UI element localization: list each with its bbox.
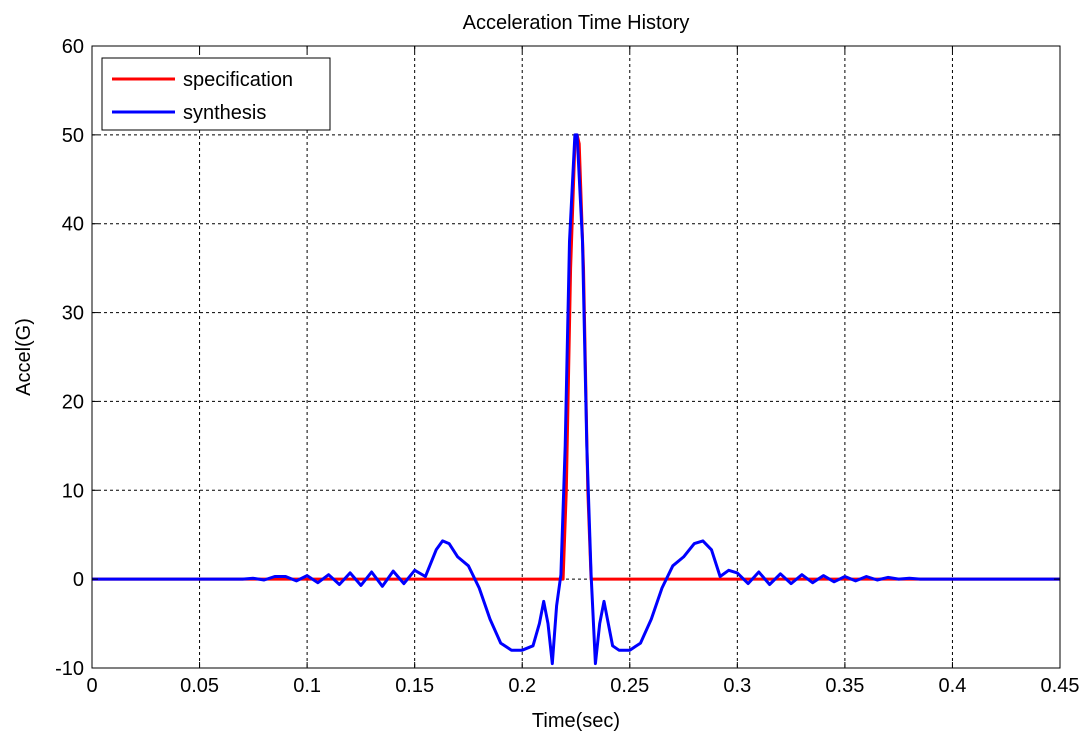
y-tick-label: 10	[62, 480, 84, 502]
plot-frame	[91, 45, 1061, 669]
y-tick-label: 60	[62, 36, 84, 58]
x-tick-label: 0.25	[610, 675, 649, 697]
y-tick-label: 50	[62, 125, 84, 147]
x-tick-label: 0.2	[508, 675, 536, 697]
y-tick-label: 0	[73, 569, 84, 591]
legend-box	[101, 57, 331, 131]
axis-ticks: 0 0.05 0.1 0.15 0.2 0.25 0.3 0.35 0.4 0.45-100102…	[55, 36, 1079, 697]
y-tick-label: 20	[62, 391, 84, 413]
x-tick-label: 0.4	[939, 675, 967, 697]
y-axis-label: Accel(G)	[13, 318, 35, 396]
legend-label-synthesis: synthesis	[183, 102, 266, 124]
series-line-synthesis	[92, 133, 1060, 666]
series-lines	[92, 133, 1060, 666]
x-tick-label: 0	[86, 675, 97, 697]
x-tick-label: 0.35	[825, 675, 864, 697]
x-tick-label: 0.3	[723, 675, 751, 697]
y-tick-label: 30	[62, 303, 84, 325]
x-tick-label: 0.15	[395, 675, 434, 697]
x-tick-label: 0.05	[180, 675, 219, 697]
x-axis-label: Time(sec)	[532, 710, 620, 732]
y-tick-label: 40	[62, 214, 84, 236]
chart-title: Acceleration Time History	[463, 12, 690, 34]
legend-label-specification: specification	[183, 69, 293, 91]
x-tick-label: 0.45	[1041, 675, 1080, 697]
legend: specification synthesis	[101, 57, 331, 131]
y-tick-label: -10	[55, 658, 84, 680]
x-tick-label: 0.1	[293, 675, 321, 697]
